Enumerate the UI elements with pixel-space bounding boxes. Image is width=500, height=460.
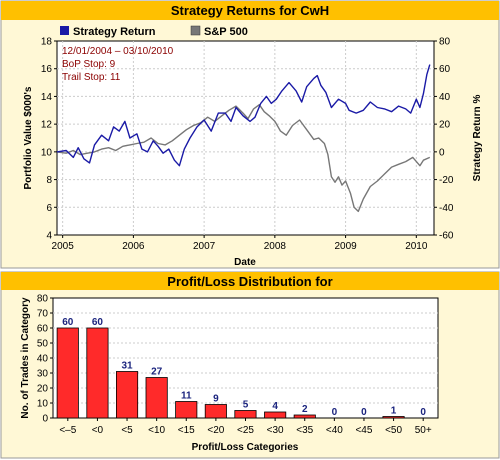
- bar-value-label: 2: [302, 404, 308, 415]
- distribution-grid: [53, 312, 438, 404]
- distribution-y-tick-label: 60: [37, 324, 49, 335]
- legend-swatch-sp500: [190, 25, 201, 36]
- distribution-x-tick-label: <20: [207, 425, 224, 436]
- sp500-line: [56, 103, 431, 213]
- strategy-y2-tick-label: -60: [439, 231, 454, 242]
- bar: [293, 414, 316, 419]
- strategy-series-group: [56, 64, 431, 213]
- strategy-y2-tick-label: -20: [439, 175, 454, 186]
- strategy-y-tick-label: 4: [46, 231, 52, 242]
- bar: [175, 401, 198, 419]
- distribution-bars: 60 60 31 27 11 9 5 4 2 0 0 1 0: [56, 317, 426, 419]
- bar: [264, 411, 287, 419]
- distribution-x-tick-label: <–5: [59, 425, 76, 436]
- distribution-x-tick-label: <25: [237, 425, 254, 436]
- distribution-y-tick-label: 30: [37, 369, 49, 380]
- distribution-x-axis-label: Profit/Loss Categories: [192, 442, 299, 453]
- bar-value-label: 1: [391, 406, 397, 417]
- strategy-y-tick-label: 10: [41, 147, 53, 158]
- distribution-y-axis-label: No. of Trades in Category: [20, 297, 31, 419]
- bar: [382, 416, 405, 419]
- bar-value-label: 31: [121, 361, 133, 372]
- distribution-x-tick-label: <15: [178, 425, 195, 436]
- strategy-y2-tick-label: 40: [439, 92, 451, 103]
- bar-value-label: 60: [92, 317, 104, 328]
- strategy-chart-title: Strategy Returns for CwH: [171, 3, 329, 18]
- bar-value-label: 9: [213, 394, 219, 405]
- bar-value-label: 27: [151, 367, 163, 378]
- annotation-bop-stop: BoP Stop: 9: [62, 59, 116, 70]
- bar-value-label: 5: [243, 400, 249, 411]
- bar: [56, 327, 79, 419]
- strategy-y-tick-label: 6: [46, 203, 52, 214]
- strategy-legend: Strategy Return S&P 500: [60, 25, 248, 38]
- bar-value-label: 11: [181, 391, 192, 402]
- strategy-x-tick-label: 2010: [405, 241, 428, 252]
- strategy-x-tick-label: 2005: [52, 241, 75, 252]
- strategy-annotations: 12/01/2004 – 03/10/2010 BoP Stop: 9 Trai…: [62, 46, 174, 83]
- distribution-y-tick-label: 20: [37, 384, 49, 395]
- distribution-x-tick-label: <45: [355, 425, 372, 436]
- annotation-date-range: 12/01/2004 – 03/10/2010: [62, 46, 174, 57]
- strategy-y-tick-label: 8: [46, 175, 52, 186]
- strategy-y-tick-label: 18: [41, 37, 53, 48]
- distribution-y-tick-label: 70: [37, 309, 49, 320]
- bar: [116, 371, 139, 419]
- strategy-return-line: [56, 64, 431, 167]
- strategy-panel: Strategy Returns for CwH Strategy Return…: [0, 0, 500, 269]
- strategy-x-tick-label: 2007: [193, 241, 216, 252]
- strategy-y2-axis-label: Strategy Return %: [472, 95, 483, 182]
- strategy-x-tick-label: 2008: [264, 241, 287, 252]
- strategy-plot-area: [56, 40, 435, 236]
- bar: [145, 377, 168, 419]
- strategy-y2-tick-label: 20: [439, 120, 451, 131]
- legend-swatch-strategy: [60, 26, 69, 35]
- distribution-x-tick-label: <40: [326, 425, 343, 436]
- strategy-y-tick-label: 14: [41, 92, 53, 103]
- annotation-trail-stop: Trail Stop: 11: [62, 72, 121, 83]
- distribution-y-tick-label: 50: [37, 339, 49, 350]
- strategy-y-tick-label: 12: [41, 120, 53, 131]
- strategy-ticks: 4 6 8 10 12 14 16 18 -60 -40 -20 0 20 40 60 80 2005 2006 2…: [41, 37, 454, 253]
- distribution-x-tick-label: <5: [121, 425, 133, 436]
- distribution-title-bar: [1, 272, 499, 290]
- strategy-y-axis-label: Portfolio Value $000's: [23, 86, 34, 189]
- strategy-y2-tick-label: 60: [439, 64, 451, 75]
- distribution-x-tick-label: <30: [267, 425, 284, 436]
- distribution-y-tick-label: 80: [37, 294, 49, 305]
- distribution-y-tick-label: 40: [37, 354, 49, 365]
- strategy-y-tick-label: 16: [41, 64, 53, 75]
- distribution-x-tick-label: <0: [92, 425, 104, 436]
- bar-value-label: 0: [332, 407, 338, 418]
- strategy-y2-tick-label: 80: [439, 37, 451, 48]
- distribution-x-tick-label: <10: [148, 425, 165, 436]
- bar-value-label: 60: [62, 317, 74, 328]
- distribution-y-tick-label: 10: [37, 399, 49, 410]
- distribution-x-tick-label: <50: [385, 425, 402, 436]
- legend-label-sp500: S&P 500: [204, 26, 248, 38]
- strategy-y2-tick-label: 0: [439, 147, 445, 158]
- bar: [204, 404, 227, 419]
- distribution-panel: Profit/Loss Distribution for 60 60 31 27 11 9…: [0, 271, 500, 459]
- bar: [234, 410, 257, 419]
- bar-value-label: 0: [420, 407, 426, 418]
- strategy-x-tick-label: 2006: [122, 241, 145, 252]
- strategy-y2-tick-label: -40: [439, 203, 454, 214]
- distribution-x-tick-label: <35: [296, 425, 313, 436]
- bar-value-label: 0: [361, 407, 367, 418]
- strategy-grid: [57, 41, 434, 235]
- strategy-title-bar: [1, 1, 499, 20]
- strategy-x-tick-label: 2009: [334, 241, 357, 252]
- distribution-y-tick-label: 0: [42, 414, 48, 425]
- distribution-x-tick-label: 50+: [415, 425, 432, 436]
- distribution-chart-title: Profit/Loss Distribution for: [167, 274, 332, 289]
- bar: [86, 327, 109, 419]
- strategy-x-axis-label: Date: [234, 257, 256, 268]
- bar-value-label: 4: [272, 401, 278, 412]
- legend-label-strategy: Strategy Return: [73, 26, 156, 38]
